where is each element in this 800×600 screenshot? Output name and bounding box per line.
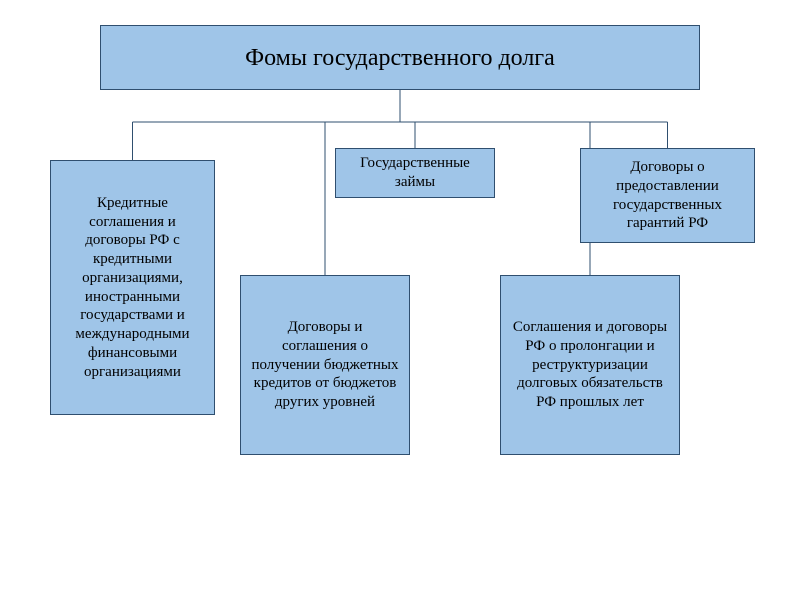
root-node: Фомы государственного долга	[100, 25, 700, 90]
child-node-guarantees: Договоры о предоставлении государственны…	[580, 148, 755, 243]
child-label: Договоры и соглашения о получении бюджет…	[249, 318, 401, 412]
child-label: Договоры о предоставлении государственны…	[589, 158, 746, 233]
root-label: Фомы государственного долга	[245, 43, 555, 73]
child-node-state-loans: Государственные займы	[335, 148, 495, 198]
child-node-prolongation: Соглашения и договоры РФ о пролонгации и…	[500, 275, 680, 455]
child-node-credit-agreements: Кредитные соглашения и договоры РФ с кре…	[50, 160, 215, 415]
child-label: Соглашения и договоры РФ о пролонгации и…	[509, 318, 671, 412]
child-label: Кредитные соглашения и договоры РФ с кре…	[59, 194, 206, 382]
child-label: Государственные займы	[344, 154, 486, 192]
child-node-budget-credits: Договоры и соглашения о получении бюджет…	[240, 275, 410, 455]
